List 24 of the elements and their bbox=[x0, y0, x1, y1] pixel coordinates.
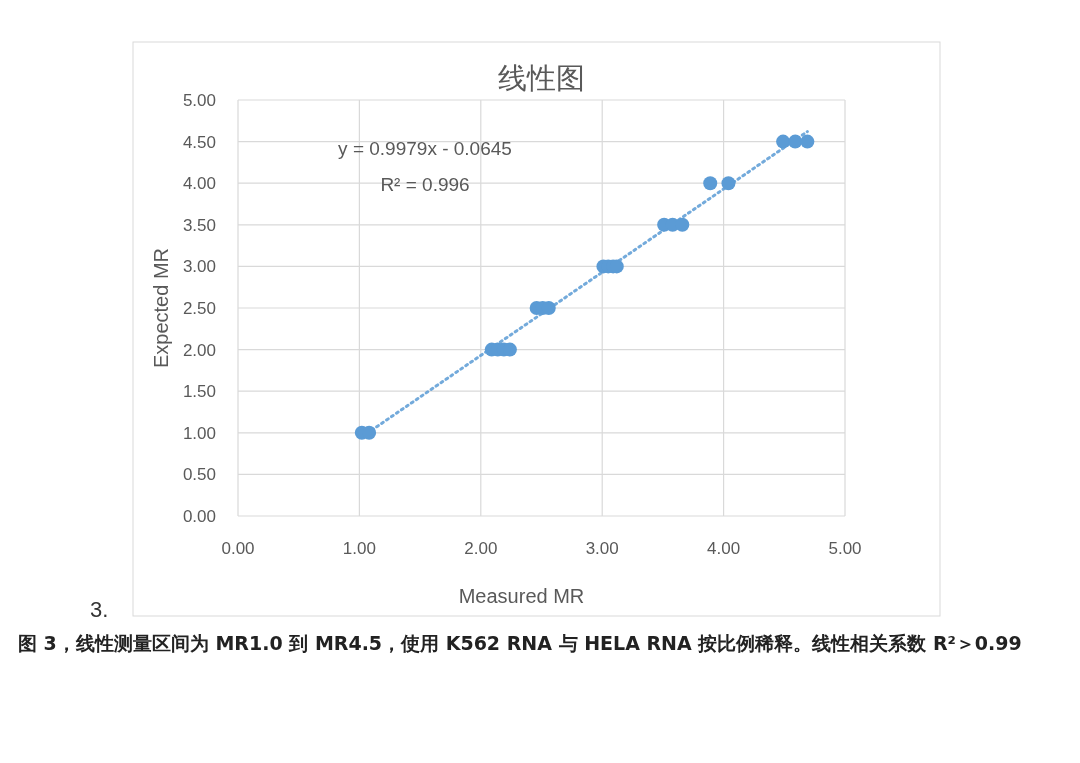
y-tick-label: 0.50 bbox=[182, 465, 216, 485]
y-tick-label: 3.00 bbox=[182, 257, 216, 277]
y-tick-label: 4.50 bbox=[182, 132, 216, 152]
x-tick-label: 5.00 bbox=[828, 539, 862, 558]
annotation: y = 0.9979x - 0.0645 bbox=[338, 138, 512, 159]
chart-title: 线性图 bbox=[498, 61, 585, 95]
x-tick-label: 1.00 bbox=[342, 539, 376, 558]
y-tick-label: 2.00 bbox=[182, 340, 216, 360]
annotation: R² = 0.996 bbox=[380, 174, 470, 195]
x-tick-label: 0.00 bbox=[221, 539, 255, 558]
y-tick-label: 3.50 bbox=[182, 215, 216, 235]
y-tick-label: 0.00 bbox=[182, 507, 216, 526]
y-tick-label: 5.00 bbox=[182, 91, 216, 110]
y-tick-label: 4.00 bbox=[182, 174, 216, 194]
x-tick-label: 3.00 bbox=[585, 539, 619, 558]
x-tick-label: 4.00 bbox=[707, 539, 741, 558]
caption: 图 3，线性测量区间为 MR1.0 到 MR4.5，使用 K562 RNA 与 HELA RNA 按比例稀释。线性相关系数 R²＞0.99 bbox=[18, 631, 1023, 656]
text: 3. bbox=[90, 597, 109, 622]
y-tick-label: 1.00 bbox=[182, 423, 216, 443]
x-axis-title: Measured MR bbox=[458, 585, 585, 607]
x-tick-label: 2.00 bbox=[464, 539, 498, 558]
y-tick-label: 2.50 bbox=[182, 299, 216, 318]
y-tick-label: 1.50 bbox=[182, 382, 216, 402]
y-axis-title: Expected MR bbox=[150, 247, 172, 369]
